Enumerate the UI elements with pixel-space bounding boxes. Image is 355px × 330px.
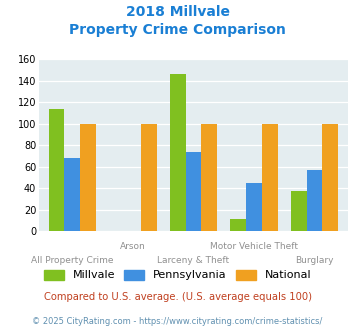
Text: Motor Vehicle Theft: Motor Vehicle Theft (210, 242, 298, 251)
Bar (307, 170, 322, 231)
Bar (201, 124, 217, 231)
Bar (80, 124, 96, 231)
Bar (65, 158, 80, 231)
Legend: Millvale, Pennsylvania, National: Millvale, Pennsylvania, National (44, 270, 311, 280)
Text: All Property Crime: All Property Crime (31, 256, 114, 265)
Bar (246, 183, 262, 231)
Text: Compared to U.S. average. (U.S. average equals 100): Compared to U.S. average. (U.S. average … (44, 292, 311, 302)
Bar (170, 74, 186, 231)
Text: © 2025 CityRating.com - https://www.cityrating.com/crime-statistics/: © 2025 CityRating.com - https://www.city… (32, 317, 323, 326)
Bar (262, 124, 278, 231)
Bar (49, 109, 65, 231)
Text: Property Crime Comparison: Property Crime Comparison (69, 23, 286, 37)
Bar (141, 124, 157, 231)
Text: 2018 Millvale: 2018 Millvale (126, 5, 229, 19)
Bar (230, 219, 246, 231)
Bar (186, 152, 201, 231)
Bar (291, 191, 307, 231)
Text: Arson: Arson (120, 242, 146, 251)
Text: Larceny & Theft: Larceny & Theft (157, 256, 230, 265)
Text: Burglary: Burglary (295, 256, 334, 265)
Bar (322, 124, 338, 231)
